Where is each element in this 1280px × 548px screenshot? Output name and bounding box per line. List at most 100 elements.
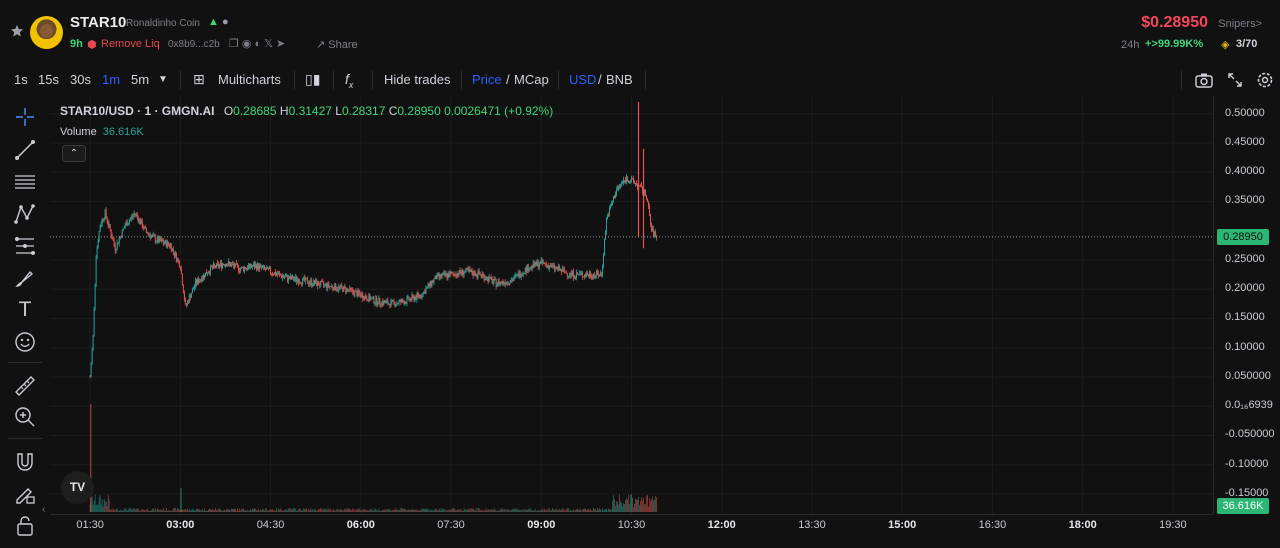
volume-bar bbox=[603, 510, 604, 512]
telegram-icon[interactable]: ➤ bbox=[276, 38, 289, 50]
crosshair-icon[interactable] bbox=[12, 105, 38, 129]
settings-gear-icon[interactable] bbox=[1256, 71, 1274, 89]
candle-body bbox=[168, 244, 170, 247]
candle-body bbox=[169, 244, 171, 247]
volume-bar bbox=[366, 509, 368, 512]
bnb-toggle[interactable]: BNB bbox=[606, 72, 633, 87]
price-chart[interactable] bbox=[50, 96, 1213, 514]
search-icon[interactable]: ◉ bbox=[241, 38, 255, 50]
volume-bar bbox=[505, 510, 507, 512]
snipers-link[interactable]: Snipers> bbox=[1218, 18, 1262, 30]
volume-bar bbox=[352, 508, 354, 512]
tools-divider bbox=[8, 362, 42, 363]
volume-bar bbox=[185, 510, 187, 512]
brush-icon[interactable] bbox=[12, 266, 38, 290]
interval-5m[interactable]: 5m bbox=[131, 72, 150, 87]
volume-bar bbox=[397, 509, 399, 512]
candle-body bbox=[107, 221, 109, 226]
candle-type-icon[interactable]: ▯▮ bbox=[305, 71, 321, 87]
camera-icon[interactable] bbox=[1195, 72, 1213, 88]
volume-bar bbox=[416, 510, 418, 512]
pattern-icon[interactable] bbox=[12, 202, 38, 226]
text-icon[interactable]: T bbox=[18, 298, 32, 321]
volume-bar bbox=[521, 510, 523, 512]
candle-body bbox=[321, 281, 323, 283]
candle-body bbox=[429, 281, 431, 287]
interval-dropdown-icon[interactable]: ▼ bbox=[158, 74, 168, 85]
contract-address[interactable]: 0x8b9...c2b bbox=[168, 39, 220, 50]
volume-price-label: 36.616K bbox=[1217, 498, 1269, 514]
volume-bar bbox=[298, 509, 300, 512]
hide-trades-button[interactable]: Hide trades bbox=[384, 72, 451, 87]
lock-drawing-icon[interactable] bbox=[12, 482, 38, 506]
candle-body bbox=[420, 295, 422, 298]
volume-bar bbox=[290, 508, 292, 512]
candle-body bbox=[210, 265, 211, 274]
volume-bar bbox=[108, 499, 110, 512]
volume-bar bbox=[344, 509, 346, 512]
favorite-star-icon[interactable] bbox=[10, 24, 24, 38]
volume-bar bbox=[455, 510, 457, 512]
volume-bar bbox=[294, 508, 296, 512]
price-axis[interactable]: 0.50000 0.45000 0.40000 0.35000 0.25000 0.200… bbox=[1213, 96, 1280, 514]
volume-bar bbox=[430, 510, 432, 512]
interval-15s[interactable]: 15s bbox=[38, 72, 59, 87]
zoom-in-icon[interactable] bbox=[12, 405, 38, 429]
volume-bar bbox=[287, 510, 289, 512]
ruler-icon[interactable] bbox=[12, 374, 38, 398]
volume-bar bbox=[608, 508, 609, 512]
volume-bar bbox=[479, 509, 481, 512]
copy-icon[interactable]: ❐ bbox=[229, 38, 242, 50]
candle-body bbox=[108, 224, 110, 226]
candlestick-chart[interactable] bbox=[50, 96, 1213, 514]
volume-bar bbox=[349, 508, 351, 512]
tradingview-logo[interactable]: TV bbox=[61, 471, 94, 504]
candle-body bbox=[220, 262, 221, 265]
candle-body bbox=[314, 280, 316, 284]
candle-body bbox=[403, 301, 405, 305]
candle-body bbox=[246, 268, 248, 270]
candle-body bbox=[101, 219, 103, 225]
volume-bar bbox=[625, 500, 626, 512]
volume-bar bbox=[567, 508, 569, 512]
token-symbol[interactable]: STAR10 bbox=[70, 14, 127, 31]
volume-bar bbox=[618, 504, 619, 512]
volume-bar bbox=[186, 508, 188, 512]
price-toggle[interactable]: Price bbox=[472, 72, 502, 87]
interval-1m[interactable]: 1m bbox=[102, 72, 121, 87]
usd-toggle[interactable]: USD bbox=[569, 72, 597, 87]
candle-body bbox=[292, 276, 294, 279]
interval-30s[interactable]: 30s bbox=[70, 72, 91, 87]
fullscreen-icon[interactable] bbox=[1227, 72, 1243, 88]
indicators-icon[interactable]: fx bbox=[345, 71, 354, 90]
emoji-icon[interactable] bbox=[12, 330, 38, 354]
collapse-sidebar-icon[interactable]: ‹ bbox=[42, 504, 46, 515]
fib-retracement-icon[interactable] bbox=[12, 234, 38, 258]
volume-bar bbox=[440, 510, 442, 512]
candle-body bbox=[253, 264, 255, 267]
x-icon[interactable]: 𝕏 bbox=[264, 38, 277, 50]
horizontal-lines-icon[interactable] bbox=[12, 170, 38, 194]
interval-1s[interactable]: 1s bbox=[14, 72, 28, 87]
multicharts-icon[interactable]: ⊞ bbox=[193, 71, 205, 87]
magnet-icon[interactable] bbox=[12, 450, 38, 474]
holders-count[interactable]: 3/70 bbox=[1236, 38, 1258, 50]
web-icon[interactable]: ◐ bbox=[254, 38, 265, 50]
volume-bar bbox=[512, 509, 514, 512]
trend-line-icon[interactable] bbox=[12, 138, 38, 162]
candle-body bbox=[193, 286, 195, 289]
share-button[interactable]: ↗ Share bbox=[316, 39, 358, 51]
volume-bar bbox=[499, 509, 501, 512]
candle-body bbox=[542, 262, 544, 264]
time-axis[interactable]: 01:30 03:00 04:30 06:00 07:30 09:00 10:30 12:00… bbox=[50, 514, 1213, 548]
volume-bar bbox=[493, 508, 495, 512]
candle-body bbox=[474, 271, 476, 276]
volume-bar bbox=[570, 510, 572, 512]
volume-bar bbox=[617, 501, 618, 512]
mcap-toggle[interactable]: MCap bbox=[514, 72, 549, 87]
candle-body bbox=[274, 272, 276, 275]
collapse-legend-button[interactable]: ⌃ bbox=[62, 145, 86, 162]
lock-icon[interactable] bbox=[12, 514, 38, 538]
multicharts-button[interactable]: Multicharts bbox=[218, 72, 281, 87]
candle-body bbox=[341, 285, 343, 288]
